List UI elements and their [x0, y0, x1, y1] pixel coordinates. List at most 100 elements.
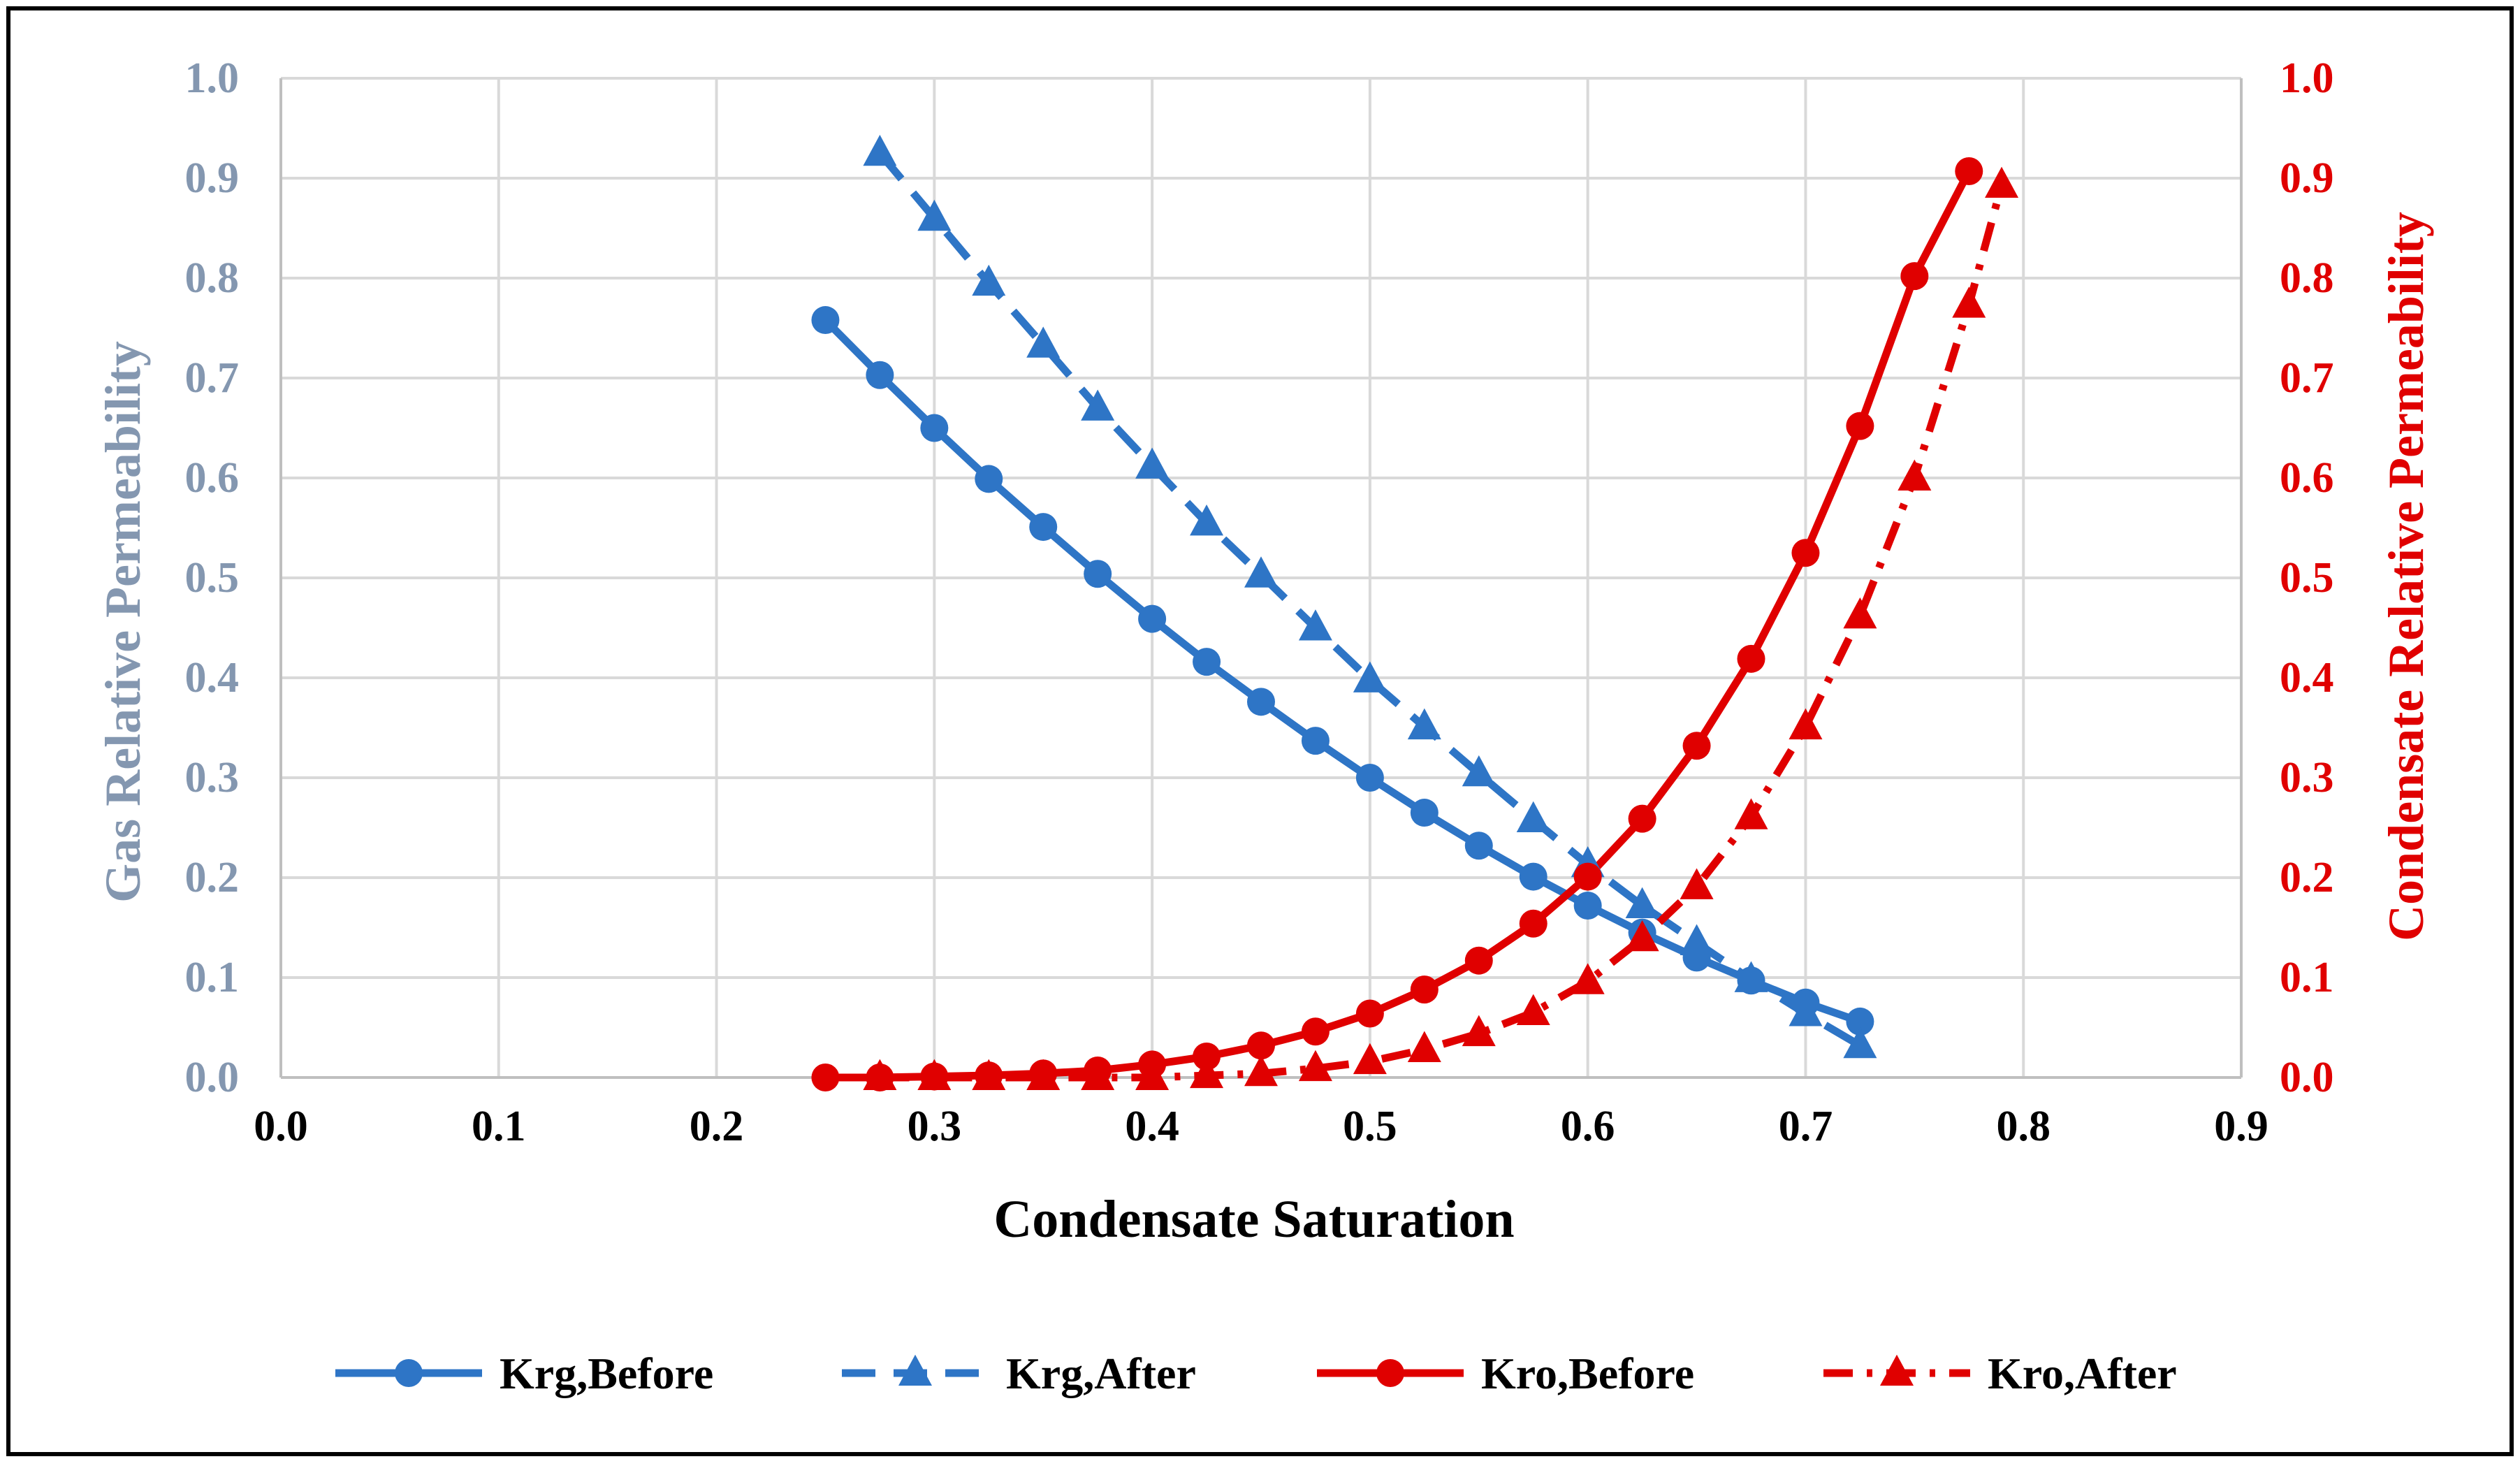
data-point-kro-after — [1298, 1050, 1332, 1082]
data-point-krg-before — [1846, 1007, 1874, 1036]
tick-labels: 0.0 0.1 0.2 0.3 0.4 0.5 0.6 0.7 0.8 0.9 0.0 0.1 0.2 0… — [185, 55, 2334, 1150]
y-right-tick-label: 0.7 — [2280, 354, 2334, 402]
chart-frame — [6, 6, 2514, 1456]
data-point-kro-after — [1625, 920, 1659, 952]
data-point-kro-before — [1301, 1017, 1330, 1046]
x-tick-label: 0.1 — [472, 1103, 526, 1150]
data-point-krg-after — [1462, 755, 1496, 787]
data-point-krg-after — [1516, 801, 1550, 833]
y-right-tick-label: 0.8 — [2280, 254, 2334, 302]
data-point-krg-after — [1026, 326, 1061, 358]
y-right-tick-label: 0.1 — [2280, 954, 2334, 1001]
data-point-krg-before — [1029, 513, 1058, 542]
legend: Krg,Before Krg,After Kro,Before Kro,After — [335, 1349, 2177, 1398]
data-point-kro-after — [1680, 868, 1714, 899]
data-point-krg-before — [1464, 832, 1493, 860]
data-point-krg-after — [1625, 887, 1659, 919]
y-left-tick-label: 0.7 — [185, 354, 240, 402]
data-point-krg-after — [1353, 661, 1387, 692]
data-point-kro-before — [1519, 909, 1547, 938]
y-right-tick-label: 0.4 — [2280, 654, 2334, 702]
y-right-tick-label: 1.0 — [2280, 55, 2334, 102]
y-left-tick-label: 0.4 — [185, 654, 240, 702]
data-point-kro-after — [1135, 1059, 1170, 1090]
y-left-tick-label: 0.3 — [185, 754, 240, 801]
x-tick-label: 0.9 — [2214, 1103, 2268, 1150]
data-point-kro-before — [1737, 644, 1765, 673]
x-tick-label: 0.6 — [1561, 1103, 1615, 1150]
data-point-kro-after — [1462, 1015, 1496, 1047]
data-point-kro-after — [1516, 994, 1550, 1026]
data-point-kro-before — [1464, 946, 1493, 975]
data-point-kro-after — [917, 1059, 952, 1090]
data-point-kro-before — [1791, 539, 1820, 567]
data-point-kro-after — [1353, 1043, 1387, 1075]
x-tick-label: 0.8 — [1996, 1103, 2051, 1150]
x-tick-label: 0.2 — [690, 1103, 744, 1150]
data-point-krg-before — [1193, 648, 1221, 676]
data-point-krg-before — [811, 306, 840, 335]
y-left-tick-label: 0.1 — [185, 954, 240, 1001]
legend-marker-kro-before — [1376, 1359, 1404, 1387]
data-point-kro-after — [863, 1059, 897, 1090]
data-point-krg-after — [1244, 556, 1278, 588]
data-point-kro-after — [1244, 1054, 1278, 1087]
y-right-tick-label: 0.9 — [2280, 154, 2334, 202]
data-point-kro-after — [1734, 798, 1768, 829]
data-point-kro-after — [1952, 286, 1986, 318]
data-point-kro-after — [1026, 1059, 1061, 1090]
data-point-krg-after — [1190, 504, 1224, 536]
x-tick-label: 0.0 — [254, 1103, 308, 1150]
data-point-kro-before — [1573, 862, 1602, 891]
legend-label-krg-before: Krg,Before — [500, 1349, 713, 1398]
data-point-krg-before — [920, 414, 949, 442]
data-point-krg-before — [975, 465, 1003, 493]
data-point-kro-after — [1898, 459, 1932, 491]
data-point-krg-before — [1247, 688, 1275, 716]
legend-marker-krg-after — [898, 1354, 932, 1386]
right-y-axis-title: Condensate Relative Permeability — [2378, 212, 2434, 941]
series-line-kro-after — [880, 184, 2006, 1082]
y-left-tick-label: 1.0 — [185, 55, 240, 102]
y-left-tick-label: 0.8 — [185, 254, 240, 302]
data-point-kro-before — [1846, 412, 1874, 440]
data-point-kro-after — [1190, 1057, 1224, 1089]
legend-marker-krg-before — [395, 1359, 423, 1387]
data-point-krg-before — [1410, 799, 1439, 827]
y-left-tick-label: 0.9 — [185, 154, 240, 202]
left-y-axis-title: Gas Relative Permeability — [95, 341, 151, 903]
data-point-krg-after — [1135, 447, 1170, 479]
data-point-krg-before — [1355, 764, 1384, 792]
y-right-tick-label: 0.5 — [2280, 554, 2334, 602]
y-left-tick-label: 0.0 — [185, 1054, 240, 1101]
y-right-tick-label: 0.6 — [2280, 454, 2334, 502]
data-point-krg-after — [1298, 609, 1332, 641]
data-point-krg-after — [972, 264, 1006, 296]
y-left-tick-label: 0.2 — [185, 854, 240, 901]
data-point-kro-after — [1789, 708, 1823, 740]
y-left-tick-label: 0.6 — [185, 454, 240, 502]
legend-label-kro-before: Kro,Before — [1481, 1349, 1694, 1398]
legend-marker-kro-after — [1880, 1354, 1914, 1386]
data-point-kro-before — [811, 1064, 840, 1091]
data-point-kro-before — [1955, 157, 1983, 185]
data-point-krg-after — [1680, 924, 1714, 955]
data-point-kro-before — [1900, 262, 1929, 291]
data-point-krg-after — [917, 199, 952, 231]
legend-label-krg-after: Krg,After — [1006, 1349, 1196, 1398]
data-point-kro-before — [1410, 975, 1439, 1004]
data-point-kro-after — [1571, 963, 1605, 994]
data-point-krg-before — [1138, 604, 1167, 633]
data-point-krg-after — [1407, 708, 1441, 740]
data-point-kro-after — [1081, 1059, 1115, 1090]
data-point-kro-after — [1985, 166, 2019, 198]
x-axis-title: Condensate Saturation — [993, 1190, 1514, 1249]
y-right-tick-label: 0.3 — [2280, 754, 2334, 801]
y-right-tick-label: 0.2 — [2280, 854, 2334, 901]
y-right-tick-label: 0.0 — [2280, 1054, 2334, 1101]
data-point-krg-before — [1519, 862, 1547, 891]
data-point-kro-after — [1843, 597, 1877, 629]
